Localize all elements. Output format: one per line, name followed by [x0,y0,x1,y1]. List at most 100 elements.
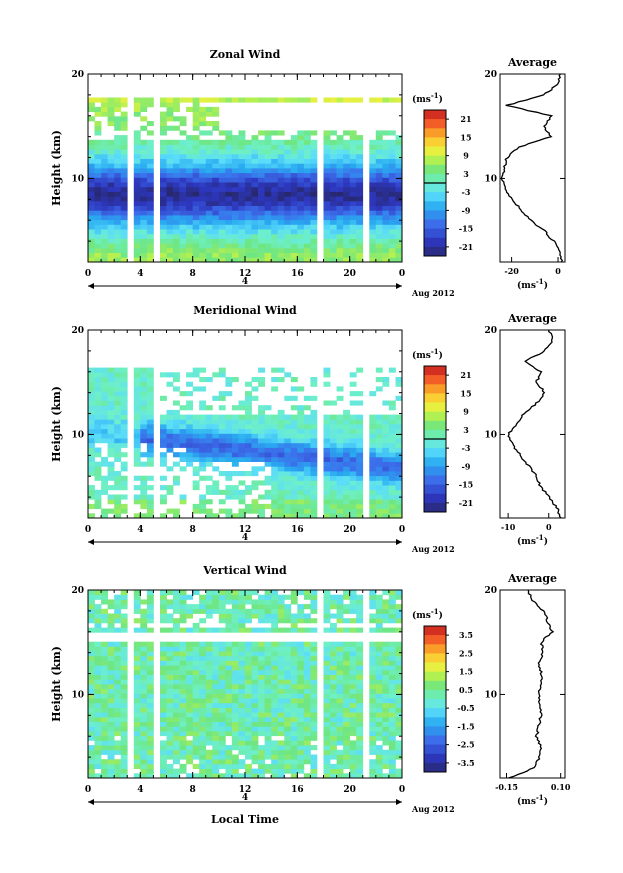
heatmap-cell [284,716,292,722]
heatmap-cell [173,102,180,108]
heatmap-cell [179,97,187,103]
heatmap-cell [212,693,220,699]
heatmap-cell [356,499,364,505]
heatmap-cell [173,679,180,685]
heatmap-cell [290,428,298,434]
heatmap-cell [310,499,318,505]
profile-x-axis-label: (ms-1) [517,793,548,807]
heatmap-cell [140,726,148,732]
heatmap-cell [395,499,403,505]
heatmap-cell [336,693,344,699]
heatmap-cell [356,508,364,514]
heatmap-cell [356,224,364,230]
heatmap-cell [88,660,95,666]
heatmap-cell [107,381,115,387]
heatmap-cell [238,773,246,779]
heatmap-cell [277,377,285,383]
heatmap-cell [375,447,383,453]
heatmap-cell [140,665,148,671]
heatmap-cell [120,674,128,680]
heatmap-cell [349,702,357,708]
heatmap-cell [146,205,154,211]
heatmap-cell [218,139,226,145]
heatmap-cell [186,210,193,216]
heatmap-cell [205,475,213,481]
heatmap-cell [271,200,279,206]
heatmap-cell [218,438,226,444]
heatmap-cell [225,731,233,737]
heatmap-cell [290,471,298,477]
heatmap-cell [277,745,285,751]
heatmap-cell [218,716,226,722]
heatmap-cell [310,745,318,751]
heatmap-cell [271,622,279,628]
heatmap-cell [107,229,115,235]
heatmap-cell [323,144,331,150]
heatmap-cell [395,754,403,760]
heatmap-cell [179,608,187,614]
heatmap-cell [310,608,318,614]
heatmap-cell [225,168,233,174]
heatmap-cell [382,400,390,406]
heatmap-cell [395,485,403,491]
heatmap-cell [231,494,239,500]
colorbar-segment [424,119,446,129]
heatmap-cell [375,229,383,235]
heatmap-cell [356,604,364,610]
heatmap-cell [382,257,390,263]
heatmap-cell [264,163,272,169]
heatmap-cell [166,688,174,694]
heatmap-cell [245,210,252,216]
heatmap-cell [192,608,200,614]
heatmap-cell [264,707,272,713]
heatmap-cell [336,485,344,491]
heatmap-cell [271,377,279,383]
heatmap-cell [218,712,226,718]
heatmap-cell [264,130,272,136]
heatmap-cell [238,698,246,704]
heatmap-cell [395,608,403,614]
heatmap-cell [303,604,311,610]
heatmap-cell [336,191,344,197]
heatmap-cell [218,414,226,420]
heatmap-cell [284,196,292,202]
heatmap-cell [146,447,154,453]
heatmap-cell [205,641,213,647]
heatmap-cell [330,494,337,500]
heatmap-cell [114,721,122,727]
heatmap-cell [140,377,148,383]
heatmap-cell [343,149,350,155]
heatmap-cell [101,613,108,619]
heatmap-cell [101,768,108,774]
heatmap-cell [388,405,396,411]
heatmap-cell [330,669,337,675]
heatmap-cell [107,740,115,746]
heatmap-cell [290,768,298,774]
heatmap-cell [303,674,311,680]
heatmap-cell [120,210,128,216]
heatmap-cell [94,111,102,117]
heatmap-cell [179,438,187,444]
heatmap-cell [251,745,259,751]
heatmap-cell [114,102,122,108]
heatmap-cell [303,229,311,235]
heatmap-cell [205,182,213,188]
heatmap-cell [160,773,167,779]
heatmap-cell [186,372,193,378]
heatmap-cell [264,243,272,249]
heatmap-cell [323,233,331,239]
heatmap-cell [101,381,108,387]
heatmap-cell [107,475,115,481]
heatmap-cell [264,153,272,159]
heatmap-cell [310,655,318,661]
heatmap-cell [251,219,259,225]
heatmap-cell [114,773,122,779]
heatmap-cell [231,238,239,244]
heatmap-cell [303,513,311,519]
heatmap-cell [284,693,292,699]
heatmap-cell [225,428,233,434]
heatmap-cell [356,688,364,694]
heatmap-cell [146,153,154,159]
heatmap-cell [160,139,167,145]
heatmap-cell [310,669,318,675]
